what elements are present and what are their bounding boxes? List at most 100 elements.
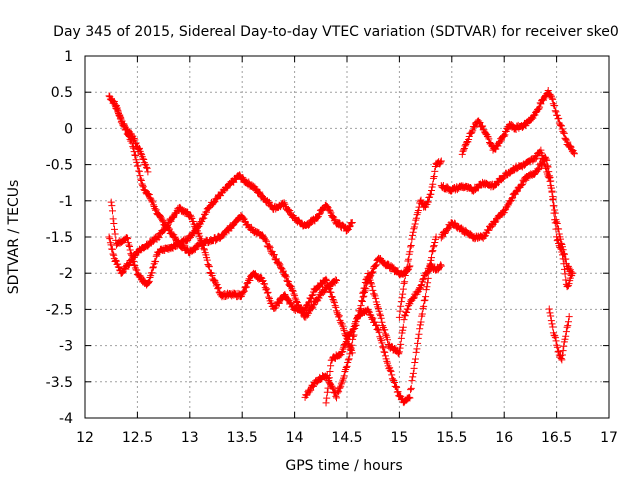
data-point xyxy=(336,352,344,360)
data-point xyxy=(149,201,157,209)
data-point xyxy=(147,196,155,204)
data-point xyxy=(538,161,546,169)
data-point xyxy=(330,388,338,396)
data-point xyxy=(265,293,273,301)
series-arc-2 xyxy=(107,198,341,321)
data-point xyxy=(545,305,553,313)
data-point xyxy=(401,271,409,279)
data-point xyxy=(399,326,407,334)
data-point xyxy=(404,305,412,313)
data-point xyxy=(386,366,394,374)
data-point xyxy=(418,310,426,318)
data-point xyxy=(424,279,432,287)
data-point xyxy=(401,278,409,286)
y-tick-label: -1.5 xyxy=(46,230,73,246)
data-point xyxy=(546,173,554,181)
data-point xyxy=(387,367,395,375)
data-point xyxy=(414,339,422,347)
data-point xyxy=(365,273,373,281)
data-point xyxy=(236,171,244,179)
data-point xyxy=(444,225,452,233)
data-point xyxy=(349,335,357,343)
data-point xyxy=(305,388,313,396)
data-point xyxy=(559,255,567,263)
data-point xyxy=(307,295,315,303)
data-point xyxy=(316,210,324,218)
data-point xyxy=(145,191,153,199)
data-point xyxy=(135,167,143,175)
ticks xyxy=(84,55,610,419)
data-point xyxy=(275,260,283,268)
data-point xyxy=(552,337,560,345)
x-tick-label: 16.5 xyxy=(541,430,572,446)
data-point xyxy=(432,233,440,241)
data-point xyxy=(140,155,148,163)
data-point xyxy=(331,302,339,310)
data-point xyxy=(290,290,298,298)
data-point xyxy=(374,303,382,311)
data-point xyxy=(564,318,572,326)
data-point xyxy=(424,198,432,206)
data-point xyxy=(279,267,287,275)
data-point xyxy=(366,311,374,319)
data-point xyxy=(547,184,555,192)
data-point xyxy=(429,243,437,251)
y-tick-label: -2.5 xyxy=(46,302,73,318)
data-point xyxy=(397,334,405,342)
data-point xyxy=(381,326,389,334)
series-arc-6 xyxy=(322,233,440,407)
data-point xyxy=(340,327,348,335)
data-point xyxy=(213,281,221,289)
data-point xyxy=(381,352,389,360)
data-point xyxy=(552,108,560,116)
data-point xyxy=(281,272,289,280)
data-point xyxy=(109,207,117,215)
data-point xyxy=(142,163,150,171)
data-point xyxy=(437,234,445,242)
data-point xyxy=(394,349,402,357)
data-point xyxy=(551,216,559,224)
data-point xyxy=(406,394,414,402)
y-tick-label: -4 xyxy=(59,411,73,427)
series-arc-4 xyxy=(110,98,152,176)
data-point xyxy=(549,202,557,210)
data-point xyxy=(418,281,426,289)
data-point xyxy=(289,287,297,295)
x-tick-label: 14 xyxy=(286,430,304,446)
data-point xyxy=(135,146,143,154)
data-point xyxy=(151,205,159,213)
data-point xyxy=(547,177,555,185)
data-point xyxy=(333,307,341,315)
data-point xyxy=(409,373,417,381)
data-point xyxy=(458,150,466,158)
data-point xyxy=(145,279,153,287)
data-point xyxy=(555,347,563,355)
data-point xyxy=(564,322,572,330)
data-point xyxy=(559,347,567,355)
data-point xyxy=(512,188,520,196)
data-point xyxy=(139,155,147,163)
data-point xyxy=(338,348,346,356)
data-point xyxy=(130,148,138,156)
data-point xyxy=(561,270,569,278)
data-point xyxy=(133,266,141,274)
data-point xyxy=(332,276,340,284)
data-point xyxy=(397,340,405,348)
data-point xyxy=(331,216,339,224)
data-point xyxy=(384,336,392,344)
data-point xyxy=(323,388,331,396)
y-tick-label: -1 xyxy=(59,194,73,210)
chart-title: Day 345 of 2015, Sidereal Day-to-day VTE… xyxy=(53,24,619,40)
data-point xyxy=(118,269,126,277)
data-point xyxy=(428,248,436,256)
data-point xyxy=(348,219,356,227)
data-point xyxy=(419,275,427,283)
data-point xyxy=(114,106,122,114)
data-point xyxy=(259,277,267,285)
data-point xyxy=(475,117,483,125)
data-point xyxy=(124,235,132,243)
data-point xyxy=(369,286,377,294)
data-point xyxy=(198,215,206,223)
data-point xyxy=(144,190,152,198)
data-point xyxy=(413,345,421,353)
